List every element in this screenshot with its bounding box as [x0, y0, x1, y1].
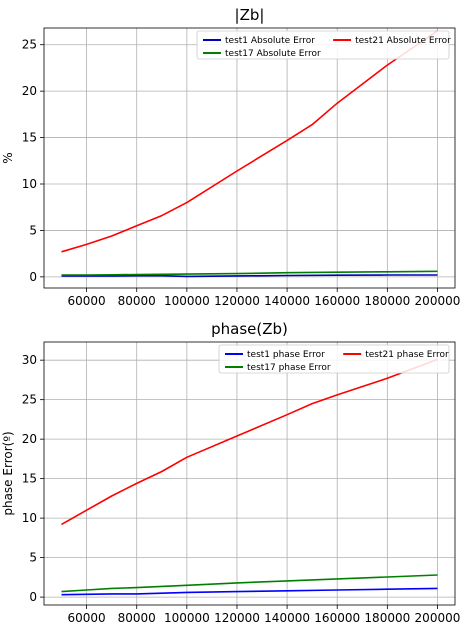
legend-label-3: test21 phase Error	[365, 350, 449, 360]
x-tick-label: 140000	[264, 294, 310, 308]
y-tick-label: 10	[22, 177, 37, 191]
x-tick-label: 120000	[214, 294, 260, 308]
y-tick-label: 0	[29, 270, 37, 284]
legend-label-1: test1 Absolute Error	[225, 36, 315, 46]
x-tick-label: 200000	[415, 294, 461, 308]
x-tick-label: 180000	[364, 611, 410, 625]
y-tick-label: 20	[22, 84, 37, 98]
chart-title: |Zb|	[235, 6, 265, 24]
x-tick-label: 140000	[264, 611, 310, 625]
legend-box	[196, 30, 450, 60]
x-tick-label: 60000	[68, 294, 106, 308]
legend-label-3: test21 Absolute Error	[355, 36, 451, 46]
legend: test1 phase Error test17 phase Error test2…	[218, 344, 450, 374]
y-tick-label: 25	[22, 38, 37, 52]
legend-label-2: test17 phase Error	[247, 363, 331, 373]
x-tick-label: 80000	[118, 294, 156, 308]
y-tick-label: 25	[22, 393, 37, 407]
series-line-1	[61, 587, 438, 596]
legend-box	[218, 344, 450, 374]
x-tick-label: 100000	[164, 294, 210, 308]
plot-frame	[43, 341, 456, 606]
y-tick-label: 5	[29, 223, 37, 237]
legend-label-2: test17 Absolute Error	[225, 49, 321, 59]
x-tick-label: 120000	[214, 611, 260, 625]
y-axis-label: %	[1, 152, 15, 163]
series-line-2	[61, 574, 438, 593]
legend-label-1: test1 phase Error	[247, 350, 325, 360]
chart-1: 60000 80000 100000 120000 140000 160000 180000…	[1, 6, 460, 308]
series-line-3	[61, 30, 438, 253]
y-tick-label: 30	[22, 353, 37, 367]
y-tick-label: 15	[22, 472, 37, 486]
y-tick-label: 5	[29, 551, 37, 565]
x-tick-label: 100000	[164, 611, 210, 625]
legend: test1 Absolute Error test17 Absolute Erro…	[196, 30, 451, 60]
y-tick-label: 0	[29, 590, 37, 604]
x-tick-label: 160000	[314, 611, 360, 625]
y-tick-label: 10	[22, 511, 37, 525]
x-tick-label: 200000	[415, 611, 461, 625]
chart-title: phase(Zb)	[211, 320, 288, 338]
x-tick-label: 180000	[364, 294, 410, 308]
y-axis-label: phase Error(º)	[1, 431, 15, 515]
x-tick-label: 160000	[314, 294, 360, 308]
series-line-3	[61, 358, 438, 526]
series-line-2	[61, 270, 438, 276]
y-tick-label: 20	[22, 432, 37, 446]
x-tick-label: 60000	[68, 611, 106, 625]
chart-2: 60000 80000 100000 120000 140000 160000 180000…	[1, 320, 460, 625]
series-line-1	[61, 274, 438, 278]
x-tick-label: 80000	[118, 611, 156, 625]
plot-frame	[43, 27, 456, 289]
y-tick-label: 15	[22, 131, 37, 145]
